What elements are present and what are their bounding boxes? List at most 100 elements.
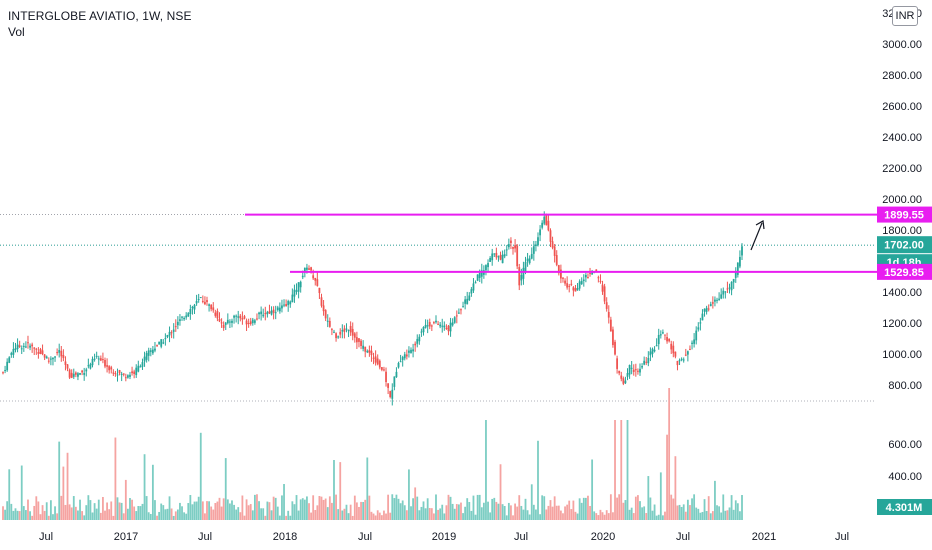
candle-body [170, 332, 173, 334]
candle-body [39, 349, 42, 354]
volume-bar [93, 503, 96, 520]
time-tick-label: 2021 [752, 531, 776, 543]
candle-body [376, 358, 379, 365]
candle-body [266, 311, 269, 315]
volume-bar [351, 515, 354, 520]
volume-bar [408, 469, 410, 520]
candle-body [343, 328, 346, 332]
volume-bar [160, 503, 163, 520]
volume-bar [734, 500, 737, 520]
candle-body [659, 334, 662, 336]
volume-bar [29, 511, 31, 520]
candle-body [224, 322, 227, 325]
volume-bar [649, 497, 652, 520]
volume-bar [589, 505, 591, 520]
candle-body [306, 267, 308, 270]
time-tick-label: Jul [676, 531, 690, 543]
volume-bar [557, 505, 560, 520]
candle-body [493, 253, 496, 255]
candle-body [478, 272, 481, 278]
volume-bar [349, 504, 352, 520]
candle-body [74, 372, 77, 375]
volume-bar [739, 511, 741, 520]
volume-bar [518, 495, 521, 520]
candle-body [245, 320, 248, 325]
volume-bar [576, 513, 579, 520]
arrow-annotation[interactable] [750, 220, 765, 251]
volume-bar [526, 510, 529, 520]
volume-bar [62, 466, 65, 520]
volume-bar [455, 504, 458, 520]
volume-bar [391, 494, 394, 520]
candle-body [289, 301, 292, 305]
volume-bar [270, 510, 273, 520]
time-axis[interactable]: Jul 2017 Jul 2018 Jul 2019 Jul 2020 Jul 2021 Jul [39, 531, 849, 543]
volume-bar [106, 502, 108, 520]
candle-body [397, 362, 400, 368]
volume-bar [499, 464, 502, 520]
candle-body [580, 281, 583, 285]
volume-bar [260, 508, 263, 520]
volume-bar [99, 512, 102, 520]
volume-bar [176, 509, 179, 520]
candle-body [512, 247, 514, 249]
volume-bar [206, 501, 208, 520]
candle-body [634, 369, 637, 371]
volume-bar [522, 509, 525, 520]
candle-body [99, 358, 102, 361]
price-tick-label: 800.00 [888, 380, 922, 392]
currency-badge[interactable]: INR [892, 6, 918, 26]
horizontal-trend-lines[interactable] [245, 213, 877, 273]
volume-bar [564, 506, 566, 520]
volume-bar [35, 496, 38, 520]
volume-bar [482, 502, 485, 520]
candle-body [220, 322, 223, 324]
volume-bar [27, 499, 29, 520]
volume-bar [422, 501, 425, 520]
price-tick-label: 2400.00 [882, 132, 922, 144]
candle-body [110, 367, 113, 370]
volume-legend-label[interactable]: Vol [8, 25, 25, 39]
price-axis[interactable]: 3200.003000.002800.002600.002400.002200.… [882, 8, 922, 513]
candle-body [412, 349, 414, 352]
time-tick-label: Jul [39, 531, 53, 543]
volume-bar [235, 509, 238, 520]
volume-tick-label: 400.00 [888, 471, 922, 483]
volume-badge: 4.301M [886, 502, 923, 514]
candle-body [622, 378, 625, 384]
volume-bar [222, 498, 225, 520]
arrow-head [755, 220, 765, 230]
volume-bar [262, 508, 265, 520]
candle-body [83, 372, 86, 375]
candle-body [191, 306, 194, 309]
candle-body [514, 245, 516, 249]
volume-bar [580, 502, 583, 520]
candle-body [347, 329, 350, 331]
volume-bar [233, 504, 235, 520]
candle-body [85, 369, 88, 372]
volume-bar [412, 498, 414, 520]
candle-body [56, 352, 59, 354]
volume-bar [272, 496, 275, 520]
candle-body [722, 290, 725, 295]
volume-bar [39, 514, 42, 520]
volume-bar [684, 511, 687, 520]
candle-body [147, 350, 150, 356]
candle-body [626, 373, 629, 377]
volume-bar [154, 500, 156, 520]
volume-bar [258, 501, 260, 520]
candle-body [320, 297, 323, 306]
time-tick-label: Jul [198, 531, 212, 543]
candle-body [239, 315, 242, 319]
candle-body [378, 360, 381, 368]
price-tick-label: 1400.00 [882, 287, 922, 299]
candle-body [208, 304, 210, 306]
volume-bar [331, 502, 333, 520]
volume-bar [185, 513, 188, 520]
candle-body [599, 280, 602, 282]
symbol-title[interactable]: INTERGLOBE AVIATIO, 1W, NSE [8, 9, 192, 23]
volume-bar [718, 506, 721, 520]
time-tick-label: 2019 [432, 531, 456, 543]
volume-bar [74, 506, 77, 520]
